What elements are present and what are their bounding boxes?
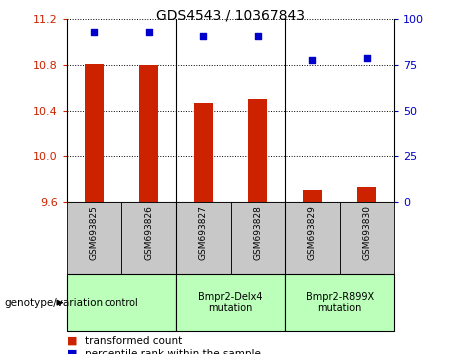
Point <box>308 57 316 62</box>
Text: ■: ■ <box>67 336 77 346</box>
Text: ■: ■ <box>67 349 77 354</box>
Bar <box>285 274 394 331</box>
Text: percentile rank within the sample: percentile rank within the sample <box>85 349 261 354</box>
Bar <box>176 202 230 274</box>
Text: GDS4543 / 10367843: GDS4543 / 10367843 <box>156 9 305 23</box>
Bar <box>67 274 176 331</box>
Text: GSM693825: GSM693825 <box>89 205 99 260</box>
Bar <box>357 187 377 202</box>
Bar <box>248 99 267 202</box>
Bar <box>194 103 213 202</box>
Text: genotype/variation: genotype/variation <box>5 298 104 308</box>
Text: GSM693830: GSM693830 <box>362 205 372 261</box>
Bar <box>176 274 285 331</box>
Text: transformed count: transformed count <box>85 336 183 346</box>
Text: GSM693826: GSM693826 <box>144 205 153 260</box>
Text: Bmpr2-R899X
mutation: Bmpr2-R899X mutation <box>306 292 374 314</box>
Point <box>200 33 207 39</box>
Bar <box>84 64 104 202</box>
Text: GSM693829: GSM693829 <box>308 205 317 260</box>
Point <box>90 29 98 35</box>
Text: Bmpr2-Delx4
mutation: Bmpr2-Delx4 mutation <box>198 292 263 314</box>
Point <box>145 29 152 35</box>
Bar <box>230 202 285 274</box>
Bar <box>67 202 121 274</box>
Bar <box>340 202 394 274</box>
Bar <box>303 190 322 202</box>
Bar <box>139 65 158 202</box>
Text: GSM693827: GSM693827 <box>199 205 208 260</box>
Point <box>254 33 261 39</box>
Point <box>363 55 371 61</box>
Bar <box>285 202 340 274</box>
Text: control: control <box>105 298 138 308</box>
Text: GSM693828: GSM693828 <box>253 205 262 260</box>
Bar <box>121 202 176 274</box>
